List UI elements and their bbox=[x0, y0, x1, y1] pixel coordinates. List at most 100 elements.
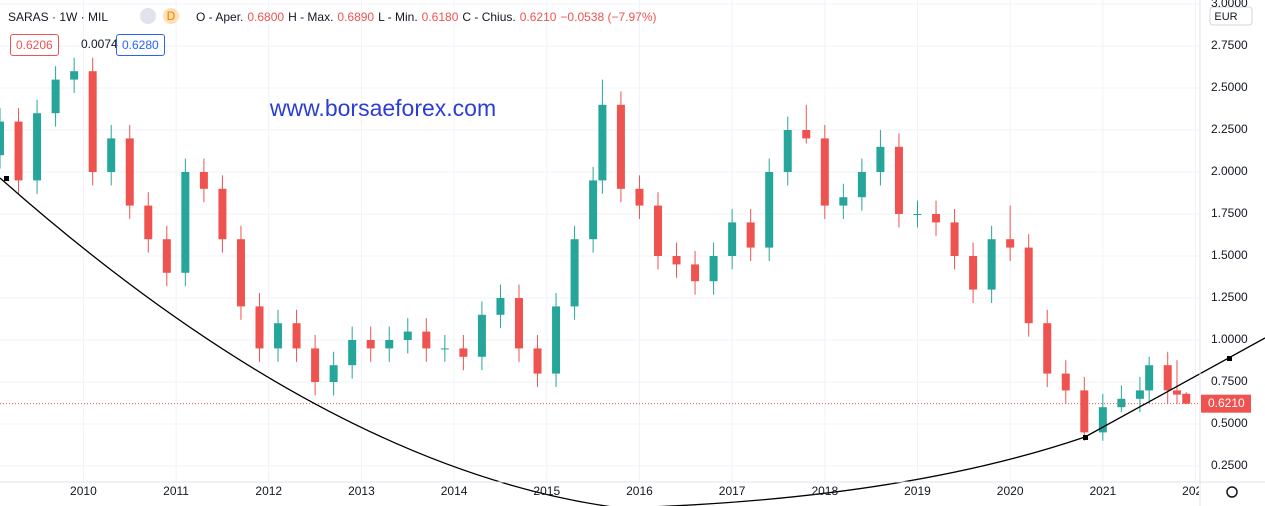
candle-body bbox=[1135, 390, 1144, 399]
candle-body bbox=[728, 222, 737, 256]
candle-body bbox=[1024, 247, 1033, 324]
ohlc: O - Aper. 0.6800 H - Max. 0.6890 L - Min. 0.6… bbox=[196, 10, 661, 24]
candle-body bbox=[107, 138, 116, 172]
last-price-box bbox=[1201, 394, 1251, 413]
y-tick-label: 3.0000 bbox=[1211, 0, 1248, 10]
candle-body bbox=[311, 348, 320, 382]
candle-body bbox=[88, 71, 97, 172]
candle-body bbox=[1098, 407, 1107, 433]
candle-body bbox=[1080, 390, 1089, 433]
x-tick-label: 2016 bbox=[626, 484, 653, 498]
candle-body bbox=[783, 130, 792, 172]
watermark: www.borsaeforex.com bbox=[269, 95, 496, 121]
symbol: SARAS · 1W · MIL bbox=[8, 10, 109, 24]
candle-body bbox=[125, 138, 134, 206]
y-tick-label: 0.5000 bbox=[1211, 416, 1248, 430]
badge-bg bbox=[140, 8, 156, 24]
candle-body bbox=[459, 348, 468, 357]
candle-body bbox=[635, 188, 644, 206]
bid[interactable]: 0.6206 bbox=[10, 34, 59, 56]
candle-body bbox=[820, 138, 829, 206]
candle-body bbox=[876, 146, 885, 172]
trend-line bbox=[0, 177, 1265, 506]
ohlc-value: 0.6180 bbox=[421, 10, 459, 24]
candle-body bbox=[691, 264, 700, 282]
x-axis: 2010 2011 2012 2013 2014 2015 2016 2017 2018 2019… bbox=[70, 484, 1209, 498]
currency[interactable]: EUR bbox=[1214, 11, 1237, 23]
y-tick-label: 1.7500 bbox=[1211, 206, 1248, 220]
settings-icon[interactable] bbox=[1226, 486, 1238, 498]
candle-body bbox=[144, 205, 153, 240]
y-tick-label: 2.0000 bbox=[1211, 164, 1248, 178]
candle-body bbox=[199, 172, 208, 189]
x-tick-label: 2019 bbox=[904, 484, 931, 498]
candle-body bbox=[366, 340, 375, 349]
ohlc-value: 0.6210 bbox=[519, 10, 557, 24]
candle-body bbox=[802, 130, 811, 139]
candle-body bbox=[570, 239, 579, 307]
candle-body bbox=[709, 256, 718, 282]
badge: D bbox=[163, 8, 179, 24]
candle-body bbox=[385, 340, 394, 349]
candle-body bbox=[598, 104, 607, 181]
x-tick-label: 2012 bbox=[255, 484, 282, 498]
candle-body bbox=[33, 113, 42, 181]
candle-body bbox=[894, 146, 903, 214]
candle-body bbox=[440, 348, 449, 350]
candle-body bbox=[1006, 239, 1015, 248]
candle-body bbox=[1061, 373, 1070, 391]
ohlc-label: C - Chius. bbox=[462, 10, 516, 24]
y-tick-label: 1.0000 bbox=[1211, 332, 1248, 346]
y-tick-label: 1.2500 bbox=[1211, 290, 1248, 304]
x-tick-label: 2015 bbox=[533, 484, 560, 498]
x-tick-label: 2022 bbox=[1182, 484, 1209, 498]
candle-body bbox=[839, 197, 848, 206]
candle-body bbox=[422, 331, 431, 349]
x-tick-label: 2018 bbox=[811, 484, 838, 498]
x-tick-label: 2014 bbox=[441, 484, 468, 498]
candle-body bbox=[348, 340, 357, 366]
y-tick-label: 1.5000 bbox=[1211, 248, 1248, 262]
ask[interactable]: 0.6280 bbox=[116, 34, 165, 56]
candle-body bbox=[533, 348, 542, 374]
currency-button[interactable] bbox=[1209, 6, 1253, 26]
x-tick-label: 2013 bbox=[348, 484, 375, 498]
candle-body bbox=[932, 214, 941, 223]
candle-body bbox=[292, 323, 301, 349]
y-tick-label: 0.2500 bbox=[1211, 458, 1248, 472]
candle-body bbox=[236, 239, 245, 307]
candle-body bbox=[950, 222, 959, 256]
candle-body bbox=[672, 256, 681, 265]
spread: 0.0074 bbox=[81, 37, 118, 51]
candle-body bbox=[403, 331, 412, 340]
candle-body bbox=[496, 298, 505, 315]
candle-body bbox=[0, 121, 4, 156]
candle-body bbox=[181, 172, 190, 273]
y-tick-label: 0.7500 bbox=[1211, 374, 1248, 388]
candle-body bbox=[218, 188, 227, 240]
x-tick-label: 2010 bbox=[70, 484, 97, 498]
candle-body bbox=[514, 298, 523, 349]
candle-body bbox=[1117, 398, 1126, 408]
candle-body bbox=[70, 71, 79, 80]
candle-body bbox=[274, 323, 283, 349]
anchor-point bbox=[1083, 435, 1088, 440]
candle-body bbox=[329, 365, 338, 382]
candle-body bbox=[477, 314, 486, 357]
ohlc-value: 0.6890 bbox=[337, 10, 375, 24]
candle-body bbox=[51, 79, 60, 114]
candle-body bbox=[589, 180, 598, 240]
candle-body bbox=[653, 205, 662, 256]
candle-body bbox=[1172, 390, 1181, 395]
candle-body bbox=[162, 239, 171, 273]
candle-body bbox=[1163, 365, 1172, 391]
candle-body bbox=[765, 172, 774, 248]
candle-body bbox=[913, 214, 922, 215]
candle-body bbox=[987, 239, 996, 290]
y-tick-label: 2.2500 bbox=[1211, 122, 1248, 136]
candle-body bbox=[255, 306, 264, 349]
x-tick-label: 2020 bbox=[997, 484, 1024, 498]
anchor-point bbox=[1227, 356, 1232, 361]
ohlc-label: O - Aper. bbox=[196, 10, 244, 24]
